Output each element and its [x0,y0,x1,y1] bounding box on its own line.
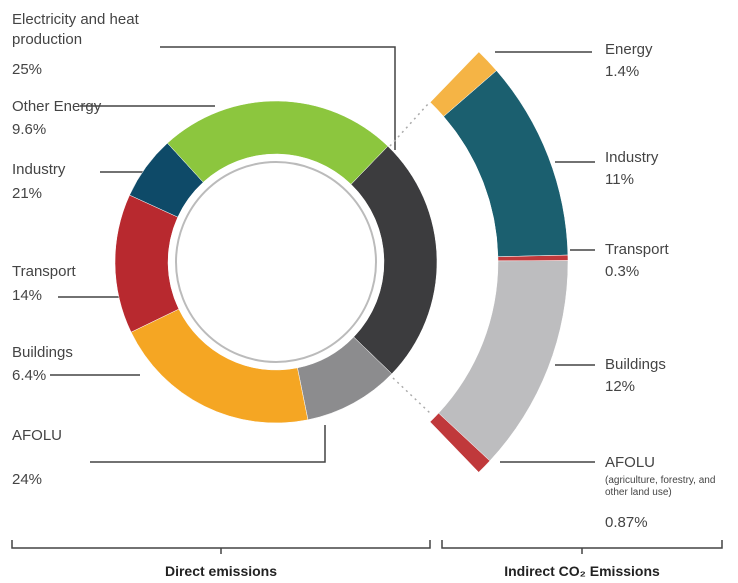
category-label: Industry [605,149,659,166]
category-label: Energy [605,41,653,58]
value-label: 9.6% [12,121,47,138]
value-label: 0.3% [605,263,640,280]
connector [392,377,431,414]
value-label: 0.87% [605,514,648,531]
donut-segment [167,100,389,185]
bracket [11,540,431,549]
donut-segment [350,145,438,375]
value-label: 12% [605,378,636,395]
section-title: Direct emissions [164,563,278,579]
arc-segment [429,412,491,473]
inner-ring [175,161,377,363]
category-label: Buildings [12,344,73,361]
leader-line [160,46,396,150]
value-label: 25% [12,61,43,78]
value-label: 14% [12,287,43,304]
value-label: 11% [605,171,634,188]
leader-line [90,425,326,463]
category-label: Transport [605,241,669,258]
arc-segment [438,260,569,462]
value-label: 6.4% [12,367,47,384]
section-title: Indirect CO₂ Emissions [504,563,660,579]
value-label: 24% [12,471,43,488]
category-label: Industry [12,161,66,178]
leader-lines [11,46,723,554]
value-label: 21% [12,185,43,202]
category-label: Other Energy [12,98,102,115]
category-label: AFOLU [12,427,63,444]
category-label: Buildings [605,356,666,373]
category-label: Transport [12,263,76,280]
category-label: Electricity and heat production [12,11,139,48]
donut-segment [130,308,309,424]
category-sublabel: (agriculture, forestry, and other land u… [605,475,716,498]
marks [114,51,569,473]
category-label: AFOLU [605,454,656,471]
bracket [441,540,723,549]
value-label: 1.4% [605,63,640,80]
